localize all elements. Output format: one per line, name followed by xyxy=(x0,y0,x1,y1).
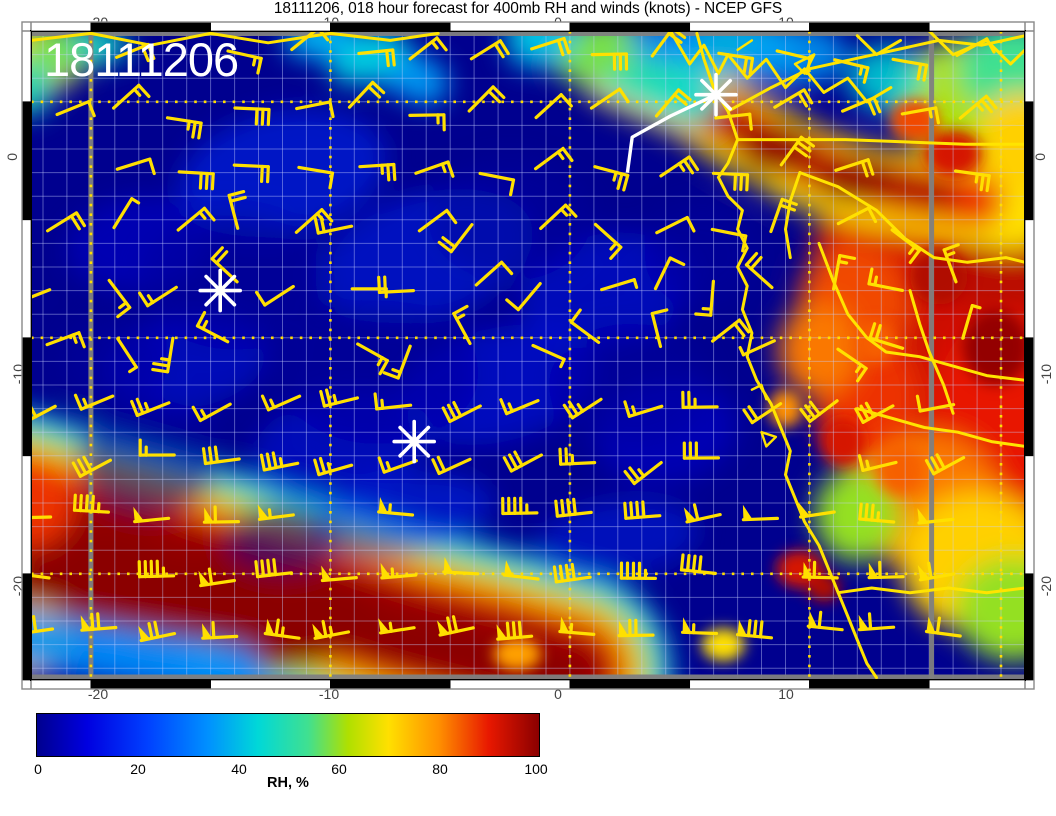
map-frame xyxy=(21,21,1035,690)
page-title: 18111206, 018 hour forecast for 400mb RH… xyxy=(273,0,783,17)
map-canvas[interactable] xyxy=(0,0,1056,700)
latlon-gridlines xyxy=(31,31,1025,680)
colorbar-tick-4: 80 xyxy=(432,761,448,777)
xtick-bottom-1: -10 xyxy=(318,686,340,702)
xtick-bottom-2: 0 xyxy=(554,686,562,702)
colorbar-tick-1: 20 xyxy=(130,761,146,777)
xtick-bottom-3: 10 xyxy=(778,686,794,702)
xtick-bottom-0: -20 xyxy=(87,686,109,702)
station-markers xyxy=(198,72,738,464)
flight-track xyxy=(625,93,717,173)
colorbar[interactable]: 0 20 40 60 80 100 xyxy=(34,713,548,777)
coastline-overlay xyxy=(31,31,1025,680)
colorbar-tick-3: 60 xyxy=(331,761,347,777)
colorbar-tick-0: 0 xyxy=(34,761,42,777)
colorbar-tick-5: 100 xyxy=(524,761,548,777)
timestamp-overlay: 18111206 xyxy=(44,33,239,86)
colorbar-label: RH, % xyxy=(267,775,309,791)
colorbar-gradient xyxy=(36,713,540,757)
wind-barbs xyxy=(31,31,998,643)
colorbar-tick-2: 40 xyxy=(231,761,247,777)
